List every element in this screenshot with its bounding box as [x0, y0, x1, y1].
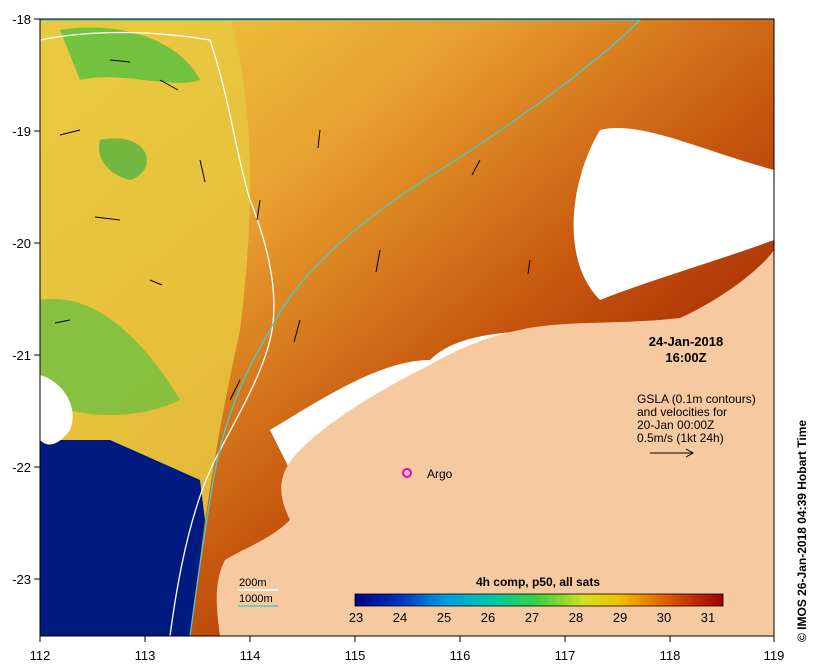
lat-tick-label: -22 [12, 460, 31, 475]
depth-legend-200m-label: 200m [239, 577, 267, 589]
map-plot-area [40, 19, 774, 636]
depth-legend-1000m-label: 1000m [239, 593, 273, 605]
longitude-axis: 112 113 114 115 116 117 118 119 [30, 636, 785, 663]
lon-tick-label: 117 [555, 648, 576, 663]
colorbar-tick: 30 [657, 610, 671, 625]
lon-tick-label: 119 [764, 648, 785, 663]
colorbar-tick: 26 [481, 610, 495, 625]
lon-tick-label: 114 [240, 648, 261, 663]
argo-float-marker [402, 468, 412, 478]
lat-tick-label: -21 [12, 348, 31, 363]
lat-tick-label: -20 [12, 236, 31, 251]
colorbar-tick: 27 [525, 610, 539, 625]
time-label: 16:00Z [665, 350, 706, 365]
land-mass [216, 250, 774, 636]
colorbar-tick: 25 [437, 610, 451, 625]
lat-tick-label: -18 [12, 12, 31, 27]
cloud-patch-west [40, 375, 73, 445]
map-frame [39, 18, 775, 637]
green-patch-north [60, 27, 200, 83]
isobath-1000m [40, 19, 642, 636]
colorbar-title: 4h comp, p50, all sats [476, 575, 600, 589]
colorbar-tick: 28 [569, 610, 583, 625]
credit-label: © IMOS 26-Jan-2018 04:39 Hobart Time [795, 420, 809, 642]
lon-tick-label: 112 [30, 648, 51, 663]
lat-tick-label: -23 [12, 572, 31, 587]
depth-legend: 200m 1000m [238, 577, 278, 607]
latitude-axis: -18 -19 -20 -21 -22 -23 [12, 12, 40, 587]
colorbar-gradient [354, 593, 724, 607]
lon-tick-label: 113 [135, 648, 156, 663]
cold-water-southwest [40, 440, 205, 636]
colorbar-tick: 29 [613, 610, 627, 625]
green-patch-mid [99, 138, 147, 180]
temperature-colorbar: 4h comp, p50, all sats 23 24 25 26 27 28… [349, 575, 724, 625]
velocity-arrows [54, 59, 531, 401]
cloud-patch-east [573, 128, 774, 300]
lon-tick-label: 115 [345, 648, 366, 663]
gsla-note-line: 0.5m/s (1kt 24h) [637, 431, 724, 445]
gsla-note-line: and velocities for [637, 405, 727, 419]
green-patch-south [40, 298, 180, 415]
argo-label: Argo [427, 467, 453, 481]
lon-tick-label: 116 [450, 648, 471, 663]
lat-tick-label: -19 [12, 124, 31, 139]
gsla-note-line: GSLA (0.1m contours) [637, 392, 756, 406]
isobath-200m [40, 31, 275, 636]
date-label: 24-Jan-2018 [649, 334, 723, 349]
lon-tick-label: 118 [660, 648, 681, 663]
colorbar-tick: 31 [701, 610, 715, 625]
gsla-note-line: 20-Jan 00:00Z [637, 418, 714, 432]
velocity-scale-arrow [650, 448, 695, 458]
colorbar-tick: 23 [349, 610, 363, 625]
colorbar-tick: 24 [393, 610, 407, 625]
